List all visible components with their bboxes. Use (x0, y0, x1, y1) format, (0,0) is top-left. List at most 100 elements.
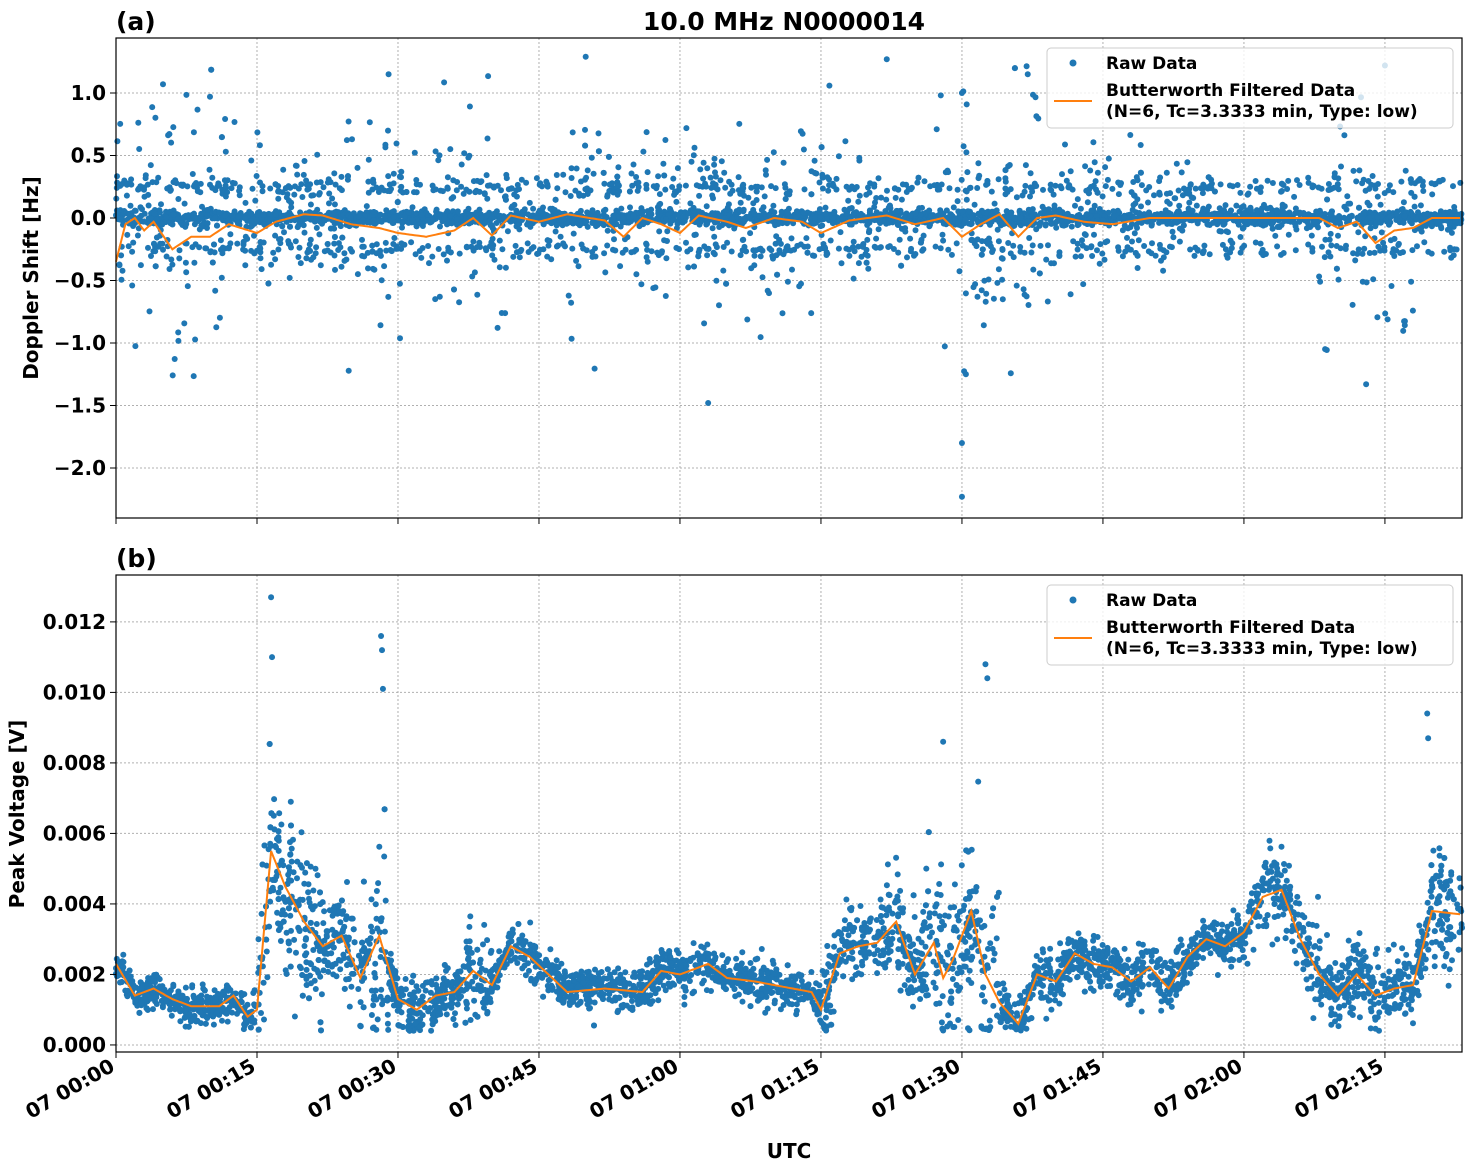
raw-data-point (1349, 213, 1355, 219)
raw-data-point (740, 208, 746, 214)
raw-data-point (1087, 168, 1093, 174)
raw-data-point (871, 182, 877, 188)
raw-data-point (1334, 266, 1340, 272)
raw-data-point (548, 256, 554, 262)
raw-data-point (491, 211, 497, 217)
raw-data-point (571, 231, 577, 237)
raw-data-point (644, 129, 650, 135)
y-tick-label: −1.0 (54, 331, 106, 355)
raw-data-point (592, 366, 598, 372)
raw-data-point (1324, 347, 1330, 353)
raw-data-point (785, 279, 791, 285)
raw-data-point (397, 281, 403, 287)
raw-data-point (1328, 231, 1334, 237)
raw-data-point (558, 234, 564, 240)
raw-data-point (222, 116, 228, 122)
raw-data-point (664, 228, 670, 234)
raw-data-point (860, 244, 866, 250)
raw-data-point (1441, 249, 1447, 255)
raw-data-point (314, 207, 320, 213)
raw-data-point (190, 171, 196, 177)
raw-data-point (591, 171, 597, 177)
raw-data-point (1115, 244, 1121, 250)
raw-data-point (798, 128, 804, 134)
raw-data-point (126, 211, 132, 217)
raw-data-point (218, 237, 224, 243)
raw-data-point (355, 271, 361, 277)
raw-data-point (865, 266, 871, 272)
raw-data-point (1223, 228, 1229, 234)
raw-data-point (957, 268, 963, 274)
raw-data-point (273, 181, 279, 187)
raw-data-point (1363, 381, 1369, 387)
raw-data-point (1355, 229, 1361, 235)
raw-data-point (242, 262, 248, 268)
raw-data-point (1124, 235, 1130, 241)
raw-data-point (865, 253, 871, 259)
raw-data-point (947, 185, 953, 191)
raw-data-point (527, 200, 533, 206)
raw-data-point (662, 137, 668, 143)
raw-data-point (433, 186, 439, 192)
raw-data-point (444, 208, 450, 214)
raw-data-point (1030, 267, 1036, 273)
raw-data-point (655, 173, 661, 179)
raw-data-point (660, 161, 666, 167)
raw-data-point (1131, 202, 1137, 208)
raw-data-point (420, 245, 426, 251)
raw-data-point (569, 217, 575, 223)
raw-data-point (503, 265, 509, 271)
raw-data-point (1135, 253, 1141, 259)
raw-data-point (227, 240, 233, 246)
raw-data-point (391, 208, 397, 214)
raw-data-point (1048, 186, 1054, 192)
raw-data-point (1350, 302, 1356, 308)
raw-data-point (234, 241, 240, 247)
raw-data-point (339, 264, 345, 270)
raw-data-point (1414, 243, 1420, 249)
raw-data-point (1135, 177, 1141, 183)
raw-data-point (191, 373, 197, 379)
raw-data-point (272, 256, 278, 262)
raw-data-point (553, 197, 559, 203)
raw-data-point (159, 222, 165, 228)
raw-data-point (583, 175, 589, 181)
raw-data-point (845, 198, 851, 204)
raw-data-point (155, 175, 161, 181)
raw-data-point (700, 176, 706, 182)
raw-data-point (721, 170, 727, 176)
raw-data-point (258, 255, 264, 261)
raw-data-point (386, 71, 392, 77)
raw-data-point (332, 253, 338, 259)
raw-data-point (449, 196, 455, 202)
raw-data-point (1450, 183, 1456, 189)
raw-data-point (620, 250, 626, 256)
raw-data-point (989, 189, 995, 195)
raw-data-point (748, 185, 754, 191)
raw-data-point (1247, 184, 1253, 190)
raw-data-point (768, 247, 774, 253)
y-tick-label: 0.5 (71, 144, 106, 168)
raw-data-point (348, 215, 354, 221)
raw-data-point (913, 210, 919, 216)
raw-data-point (404, 189, 410, 195)
raw-data-point (544, 181, 550, 187)
raw-data-point (307, 181, 313, 187)
raw-data-point (604, 194, 610, 200)
raw-data-point (1447, 225, 1453, 231)
raw-data-point (1216, 211, 1222, 217)
raw-data-point (367, 119, 373, 125)
raw-data-point (1253, 178, 1259, 184)
raw-data-point (508, 186, 514, 192)
raw-data-point (495, 325, 501, 331)
raw-data-point (414, 223, 420, 229)
raw-data-point (1136, 237, 1142, 243)
y-tick-label: 0.0 (71, 206, 106, 230)
raw-data-point (346, 368, 352, 374)
raw-data-point (1336, 213, 1342, 219)
raw-data-point (195, 107, 201, 113)
raw-data-point (1099, 251, 1105, 257)
raw-data-point (972, 281, 978, 287)
raw-data-point (332, 210, 338, 216)
raw-data-point (449, 220, 455, 226)
